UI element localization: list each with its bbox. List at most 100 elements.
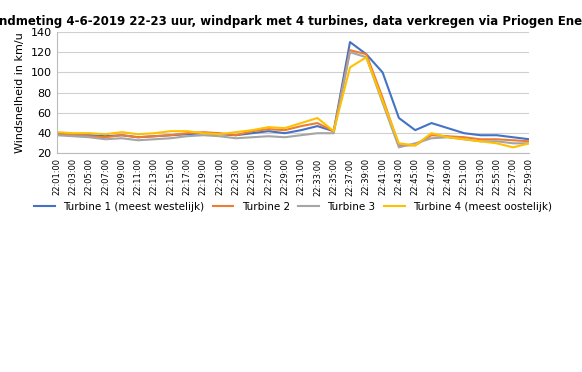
Turbine 3 <box>232 136 239 141</box>
Turbine 1 (meest westelijk) <box>265 129 272 134</box>
Line: Turbine 2: Turbine 2 <box>56 50 530 145</box>
Turbine 1 (meest westelijk) <box>86 133 93 137</box>
Turbine 4 (meest oostelijk) <box>265 125 272 129</box>
Line: Turbine 4 (meest oostelijk): Turbine 4 (meest oostelijk) <box>56 57 530 147</box>
Turbine 2 <box>411 143 418 148</box>
Turbine 1 (meest westelijk) <box>216 132 223 137</box>
Turbine 4 (meest oostelijk) <box>346 65 353 70</box>
Turbine 3 <box>249 135 255 140</box>
Turbine 3 <box>183 134 190 138</box>
Turbine 2 <box>526 139 533 144</box>
Turbine 4 (meest oostelijk) <box>428 131 435 135</box>
Turbine 1 (meest westelijk) <box>346 40 353 44</box>
Turbine 3 <box>346 50 353 54</box>
Line: Turbine 3: Turbine 3 <box>56 52 530 147</box>
Turbine 2 <box>493 137 500 141</box>
Turbine 2 <box>510 138 517 142</box>
Turbine 3 <box>151 137 158 141</box>
Turbine 1 (meest westelijk) <box>444 126 451 130</box>
Turbine 4 (meest oostelijk) <box>444 135 451 140</box>
Turbine 3 <box>330 131 337 135</box>
Turbine 3 <box>216 134 223 138</box>
Turbine 1 (meest westelijk) <box>363 52 370 57</box>
Turbine 3 <box>444 135 451 140</box>
Turbine 2 <box>86 134 93 138</box>
Turbine 2 <box>330 129 337 134</box>
Turbine 4 (meest oostelijk) <box>510 145 517 150</box>
Turbine 1 (meest westelijk) <box>183 132 190 137</box>
Turbine 1 (meest westelijk) <box>297 128 304 132</box>
Turbine 1 (meest westelijk) <box>330 129 337 134</box>
Turbine 1 (meest westelijk) <box>395 116 402 120</box>
Turbine 1 (meest westelijk) <box>232 133 239 137</box>
Turbine 2 <box>428 133 435 137</box>
Turbine 2 <box>460 135 467 140</box>
Turbine 1 (meest westelijk) <box>69 133 76 137</box>
Turbine 1 (meest westelijk) <box>118 133 125 137</box>
Turbine 2 <box>102 135 109 140</box>
Turbine 3 <box>69 134 76 138</box>
Turbine 3 <box>428 136 435 141</box>
Turbine 4 (meest oostelijk) <box>460 137 467 141</box>
Turbine 1 (meest westelijk) <box>493 133 500 137</box>
Turbine 2 <box>118 133 125 137</box>
Turbine 1 (meest westelijk) <box>460 131 467 135</box>
Turbine 4 (meest oostelijk) <box>249 128 255 132</box>
Turbine 4 (meest oostelijk) <box>411 143 418 148</box>
Turbine 2 <box>249 129 255 134</box>
Turbine 2 <box>69 133 76 137</box>
Turbine 2 <box>53 132 60 137</box>
Turbine 2 <box>477 137 484 141</box>
Turbine 1 (meest westelijk) <box>134 135 141 140</box>
Turbine 3 <box>134 138 141 142</box>
Turbine 4 (meest oostelijk) <box>167 129 174 134</box>
Turbine 4 (meest oostelijk) <box>379 99 386 103</box>
Turbine 4 (meest oostelijk) <box>363 55 370 60</box>
Turbine 1 (meest westelijk) <box>102 134 109 138</box>
Turbine 2 <box>134 135 141 140</box>
Turbine 3 <box>297 133 304 137</box>
Turbine 3 <box>118 136 125 141</box>
Turbine 3 <box>493 139 500 144</box>
Turbine 1 (meest westelijk) <box>379 70 386 75</box>
Title: Windmeting 4-6-2019 22-23 uur, windpark met 4 turbines, data verkregen via Priog: Windmeting 4-6-2019 22-23 uur, windpark … <box>0 15 582 28</box>
Turbine 3 <box>510 141 517 145</box>
Turbine 2 <box>183 131 190 135</box>
Turbine 2 <box>395 143 402 148</box>
Turbine 2 <box>232 133 239 137</box>
Turbine 4 (meest oostelijk) <box>102 132 109 137</box>
Turbine 2 <box>281 128 288 132</box>
Turbine 4 (meest oostelijk) <box>134 132 141 137</box>
Turbine 2 <box>314 121 321 125</box>
Legend: Turbine 1 (meest westelijk), Turbine 2, Turbine 3, Turbine 4 (meest oostelijk): Turbine 1 (meest westelijk), Turbine 2, … <box>30 198 556 216</box>
Turbine 1 (meest westelijk) <box>411 128 418 132</box>
Turbine 4 (meest oostelijk) <box>281 126 288 130</box>
Y-axis label: Windsnelheid in km/u: Windsnelheid in km/u <box>15 32 25 153</box>
Turbine 2 <box>363 52 370 57</box>
Turbine 1 (meest westelijk) <box>167 133 174 137</box>
Turbine 1 (meest westelijk) <box>200 131 207 135</box>
Turbine 2 <box>151 134 158 138</box>
Turbine 4 (meest oostelijk) <box>86 131 93 135</box>
Turbine 4 (meest oostelijk) <box>526 141 533 145</box>
Turbine 2 <box>216 131 223 135</box>
Turbine 3 <box>477 139 484 144</box>
Turbine 4 (meest oostelijk) <box>151 131 158 135</box>
Turbine 4 (meest oostelijk) <box>232 130 239 134</box>
Turbine 4 (meest oostelijk) <box>183 129 190 134</box>
Line: Turbine 1 (meest westelijk): Turbine 1 (meest westelijk) <box>56 42 530 139</box>
Turbine 1 (meest westelijk) <box>510 135 517 140</box>
Turbine 2 <box>200 130 207 134</box>
Turbine 3 <box>411 141 418 145</box>
Turbine 2 <box>379 96 386 100</box>
Turbine 3 <box>86 135 93 140</box>
Turbine 3 <box>379 100 386 105</box>
Turbine 4 (meest oostelijk) <box>493 141 500 145</box>
Turbine 1 (meest westelijk) <box>477 133 484 137</box>
Turbine 4 (meest oostelijk) <box>395 141 402 145</box>
Turbine 1 (meest westelijk) <box>314 124 321 128</box>
Turbine 3 <box>395 145 402 150</box>
Turbine 3 <box>363 55 370 60</box>
Turbine 1 (meest westelijk) <box>151 134 158 138</box>
Turbine 3 <box>526 141 533 145</box>
